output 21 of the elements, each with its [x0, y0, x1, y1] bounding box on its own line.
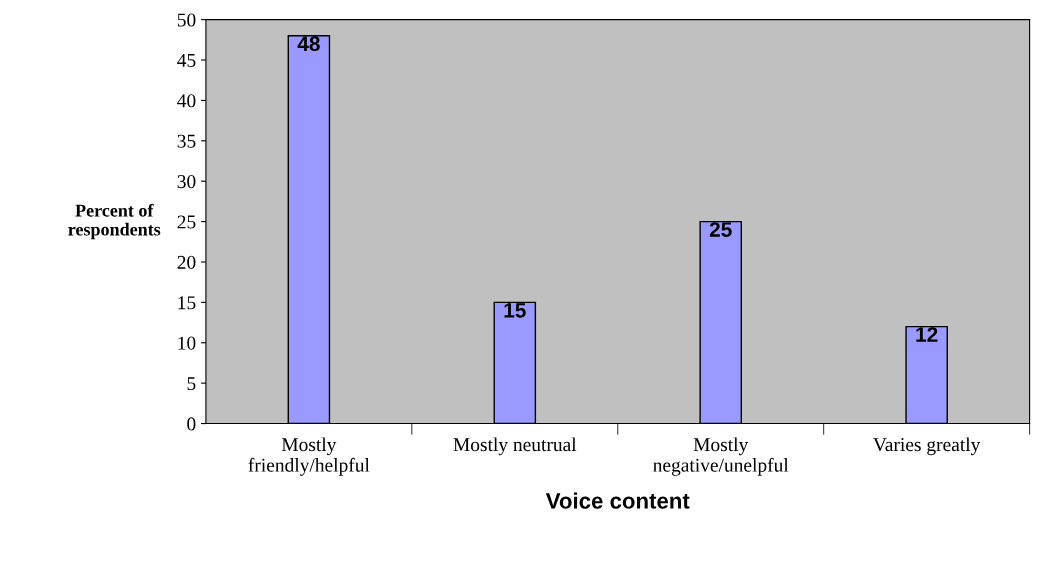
- y-tick-label: 20: [177, 255, 196, 269]
- y-tick-label: 40: [177, 94, 196, 108]
- y-tick-label: 10: [178, 336, 196, 350]
- y-tick-label: 45: [177, 53, 196, 67]
- y-tick-label: 5: [187, 377, 196, 391]
- x-axis-title: Voice content: [545, 492, 690, 509]
- data-label: 12: [916, 327, 938, 342]
- data-label: 25: [709, 222, 732, 237]
- data-label: 48: [297, 36, 320, 52]
- y-tick-label: 25: [177, 215, 196, 229]
- x-tick-label: Mostly negative/unelpful: [653, 437, 789, 476]
- y-tick-label: 15: [178, 296, 196, 310]
- y-tick-label: 0: [187, 417, 196, 431]
- y-tick-label: 50: [177, 13, 196, 27]
- x-tick-label: Mostly friendly/helpful: [248, 437, 370, 476]
- x-tick-label: Varies greatly: [873, 437, 981, 456]
- y-axis-title: Percent of respondents: [68, 203, 161, 240]
- data-label: 15: [504, 303, 526, 318]
- x-tick-label: Mostly neutrual: [453, 437, 577, 456]
- y-tick-label: 35: [177, 134, 196, 148]
- y-tick-label: 30: [177, 175, 196, 189]
